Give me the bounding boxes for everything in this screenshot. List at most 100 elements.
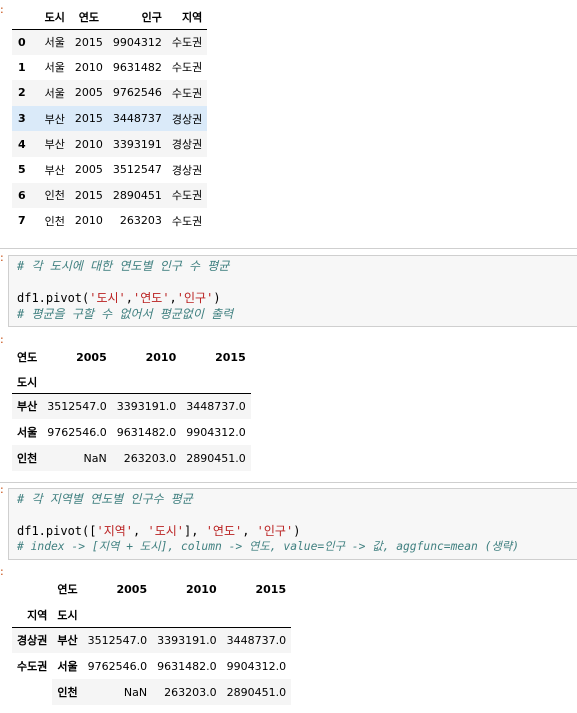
cell-year: 2010 [74,60,103,74]
code-cell-2[interactable]: # 각 지역별 연도별 인구수 평균 df1.pivot(['지역', '도시'… [8,488,577,560]
cell-pop: 9762546 [112,86,162,100]
column-header: 2015 [255,582,287,596]
table-row: 부산 3512547.0 3393191.0 3448737.0 [12,393,251,419]
cell-value: 9631482.0 [116,425,177,439]
table-header-row: 연도 2005 2010 2015 [12,575,291,603]
row-index-level0: 수도권 [12,653,53,679]
row-index: 7 [18,214,26,228]
cell-region: 경상권 [171,163,203,177]
cell-region: 경상권 [171,138,203,152]
code-call: df1.pivot([ [17,524,97,538]
cell-value: 9762546.0 [87,659,148,673]
empty-header [222,603,292,627]
cell-region: 수도권 [171,36,203,50]
cell-year: 2015 [74,112,103,126]
code-string: '도시' [89,291,126,305]
cell-region: 수도권 [171,86,203,100]
cell-pop: 3393191 [112,137,162,151]
cell-pop: 2890451 [112,188,162,202]
cell-value: 9762546.0 [47,425,107,439]
code-call: df1.pivot( [17,291,90,305]
table-row: 수도권 서울 9762546.0 9631482.0 9904312.0 [12,653,291,679]
empty-header [83,603,153,627]
table-row: 6 인천 2015 2890451 수도권 [12,182,208,209]
empty-header [181,371,251,393]
table-row: 7 인천 2010 263203 수도권 [12,208,207,234]
code-blank-line [17,274,569,290]
table-row: 인천 NaN 263203.0 2890451.0 [12,679,292,705]
cell-city: 부산 [44,138,65,152]
cell-city: 부산 [44,163,65,177]
code-punct: , [125,291,134,305]
row-index: 6 [18,188,26,202]
row-index: 0 [18,35,26,49]
cell-year: 2005 [74,163,103,177]
output-marker: : [0,565,4,578]
cell-pop: 3448737 [112,112,162,126]
empty-header [152,603,222,627]
cell-value: 2890451.0 [186,451,246,465]
cell-region: 경상권 [171,112,203,126]
index-level0-label: 지역 [27,608,48,622]
code-cell-1[interactable]: # 각 도시에 대한 연도별 인구 수 평균 df1.pivot('도시','연… [8,255,577,327]
cell-value: 9904312.0 [226,659,287,673]
input-marker: : [0,483,4,496]
dataframe-output-2: 연도 2005 2010 2015 도시 부산 3512547.0 339319… [12,343,251,471]
empty-header [42,371,112,393]
cell-pop: 9631482 [112,60,162,74]
column-header: 2010 [145,350,177,364]
code-comment: # 평균을 구할 수 없어서 평균없이 출력 [17,307,234,321]
output-marker: : [0,3,4,16]
cell-city: 인천 [44,214,65,228]
row-index-level1: 부산 [57,634,78,648]
code-punct: , [169,291,177,305]
row-index-level0: 경상권 [17,634,48,648]
cell-value: 3393191.0 [116,399,177,413]
cell-year: 2015 [74,35,103,49]
cell-region: 수도권 [171,214,203,228]
cell-region: 수도권 [171,189,203,203]
table-row-highlighted: 3 부산 2015 3448737 경상권 [12,105,208,132]
table-header-row: 도시 연도 인구 지역 [12,5,208,29]
row-index-level0 [12,679,53,705]
cell-city: 서울 [44,86,65,100]
column-axis-label: 연도 [17,351,38,364]
cell-value: 3448737.0 [186,399,246,413]
input-marker: : [0,251,4,264]
cell-separator [0,482,577,483]
empty-header [112,371,182,393]
cell-pop: 9904312 [112,35,162,49]
code-punct: , [133,524,148,538]
cell-value: NaN [123,685,148,699]
row-index: 4 [18,137,26,151]
cell-value: 263203.0 [123,451,177,465]
column-header: 2010 [186,582,217,596]
cell-city: 인천 [44,189,65,203]
column-header: 도시 [44,10,65,24]
cell-value: 9631482.0 [157,659,217,673]
cell-pop: 3512547 [112,163,162,177]
table-index-header-row: 지역 도시 [12,603,292,627]
index-level1-label: 도시 [57,608,78,622]
cell-year: 2010 [74,214,103,228]
table-index-header-row: 도시 [12,371,251,393]
code-blank-line [17,507,569,523]
code-string: '연도' [205,524,243,538]
row-index: 1 [18,60,26,74]
cell-year: 2005 [74,86,103,100]
cell-value: NaN [83,451,107,465]
output-marker: : [0,333,4,346]
column-header: 2015 [215,350,246,364]
table-row: 서울 9762546.0 9631482.0 9904312.0 [12,419,251,445]
code-comment: # 각 지역별 연도별 인구수 평균 [17,492,193,506]
column-header: 인구 [141,10,162,24]
cell-year: 2015 [74,188,103,202]
code-string: '지역' [96,524,134,538]
cell-city: 부산 [44,112,65,126]
row-index: 서울 [17,426,38,439]
table-row: 경상권 부산 3512547.0 3393191.0 3448737.0 [12,627,292,653]
cell-pop: 263203 [119,214,162,228]
cell-value: 3393191.0 [157,633,217,647]
cell-region: 수도권 [171,61,203,75]
cell-value: 3512547.0 [87,633,148,647]
